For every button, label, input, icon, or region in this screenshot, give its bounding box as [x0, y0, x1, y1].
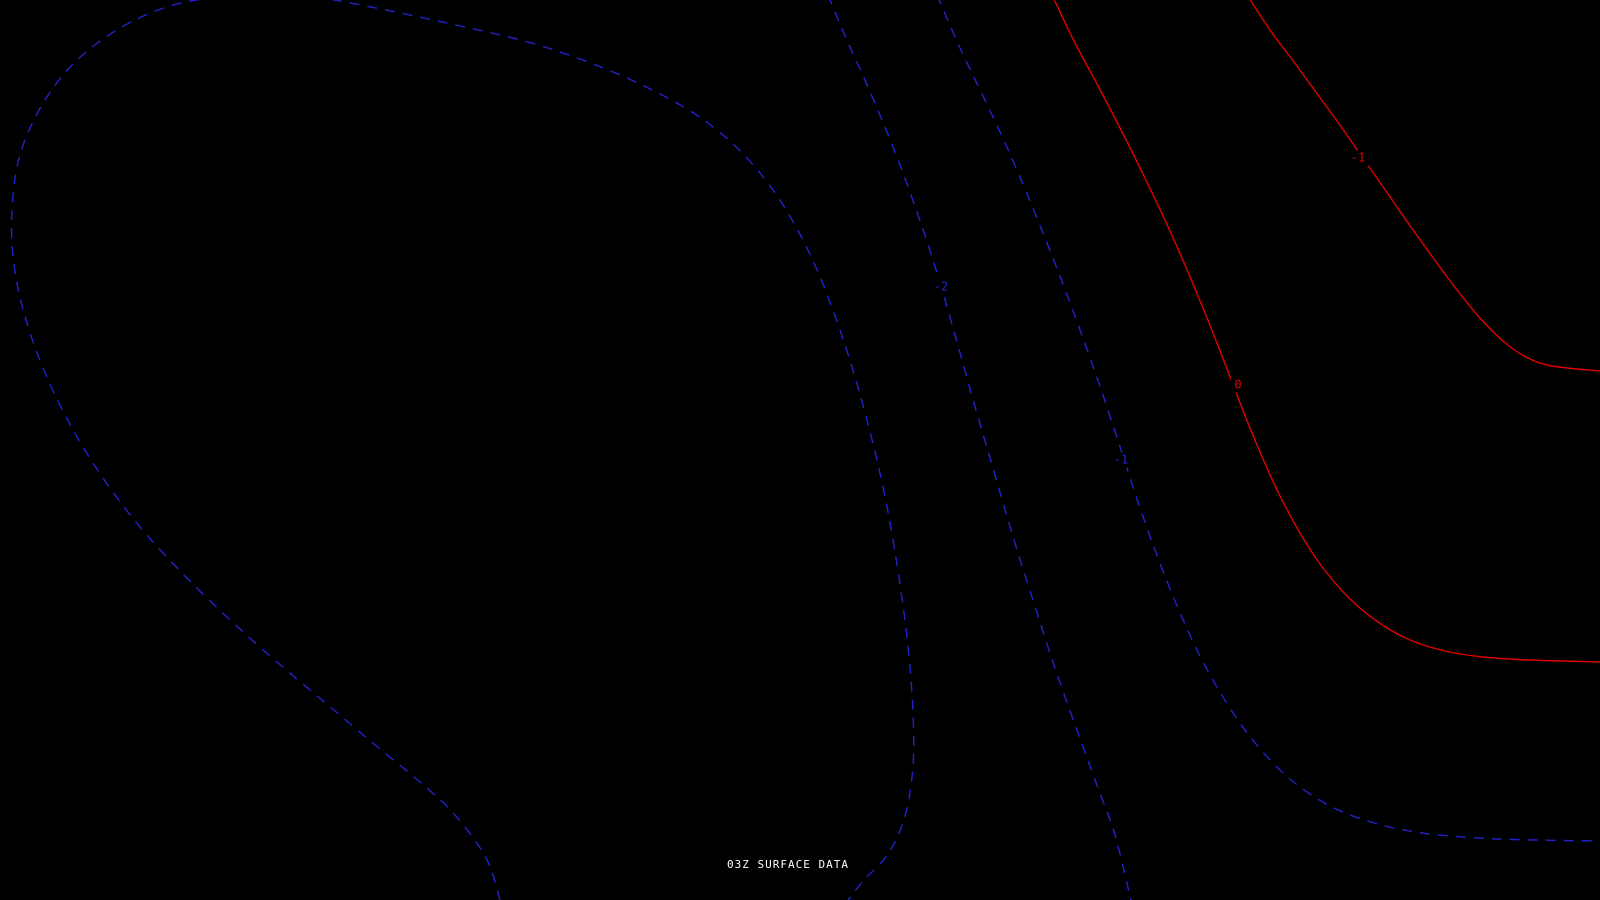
contour-line-red-isopleth-minus-1	[1249, 0, 1600, 372]
contour-label: -1	[1114, 453, 1128, 467]
contour-label: 0	[1234, 378, 1241, 392]
contour-line-blue-isopleth-minus-2	[829, 0, 1132, 900]
contour-label-mask	[1231, 377, 1245, 393]
contour-label: -2	[934, 280, 948, 294]
contour-label-mask	[930, 279, 952, 295]
contour-label-mask	[1347, 150, 1369, 166]
contour-line-blue-isopleth-large-trough	[10, 0, 915, 900]
contour-line-red-isopleth-zero	[1053, 0, 1600, 663]
contour-label-mask	[1110, 452, 1132, 468]
map-caption: 03Z SURFACE DATA	[727, 858, 849, 871]
contour-label: -1	[1351, 151, 1365, 165]
contour-line-blue-isopleth-minus-1	[938, 0, 1600, 842]
